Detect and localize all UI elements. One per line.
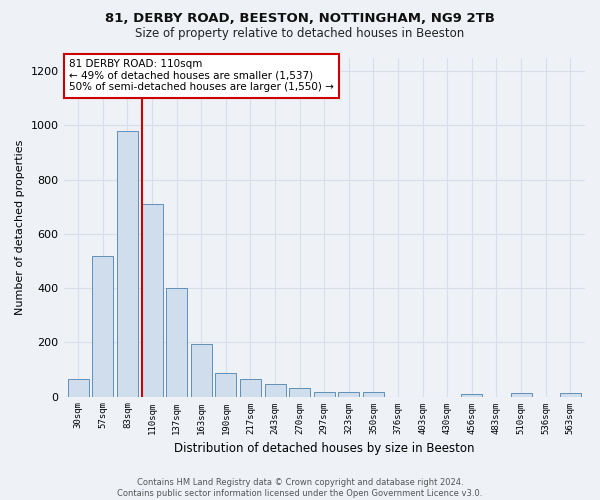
Bar: [92, 256, 113, 396]
Text: 81 DERBY ROAD: 110sqm
← 49% of detached houses are smaller (1,537)
50% of semi-d: 81 DERBY ROAD: 110sqm ← 49% of detached …: [69, 59, 334, 92]
Bar: [461, 394, 482, 396]
Bar: [166, 288, 187, 397]
Bar: [265, 384, 286, 396]
Text: 81, DERBY ROAD, BEESTON, NOTTINGHAM, NG9 2TB: 81, DERBY ROAD, BEESTON, NOTTINGHAM, NG9…: [105, 12, 495, 26]
Bar: [142, 204, 163, 396]
Bar: [314, 392, 335, 396]
Bar: [511, 394, 532, 396]
Text: Contains HM Land Registry data © Crown copyright and database right 2024.
Contai: Contains HM Land Registry data © Crown c…: [118, 478, 482, 498]
Bar: [560, 394, 581, 396]
Bar: [215, 374, 236, 396]
X-axis label: Distribution of detached houses by size in Beeston: Distribution of detached houses by size …: [174, 442, 475, 455]
Y-axis label: Number of detached properties: Number of detached properties: [15, 140, 25, 314]
Bar: [68, 379, 89, 396]
Bar: [191, 344, 212, 396]
Text: Size of property relative to detached houses in Beeston: Size of property relative to detached ho…: [136, 28, 464, 40]
Bar: [363, 392, 384, 396]
Bar: [117, 130, 138, 396]
Bar: [240, 379, 261, 396]
Bar: [289, 388, 310, 396]
Bar: [338, 392, 359, 396]
